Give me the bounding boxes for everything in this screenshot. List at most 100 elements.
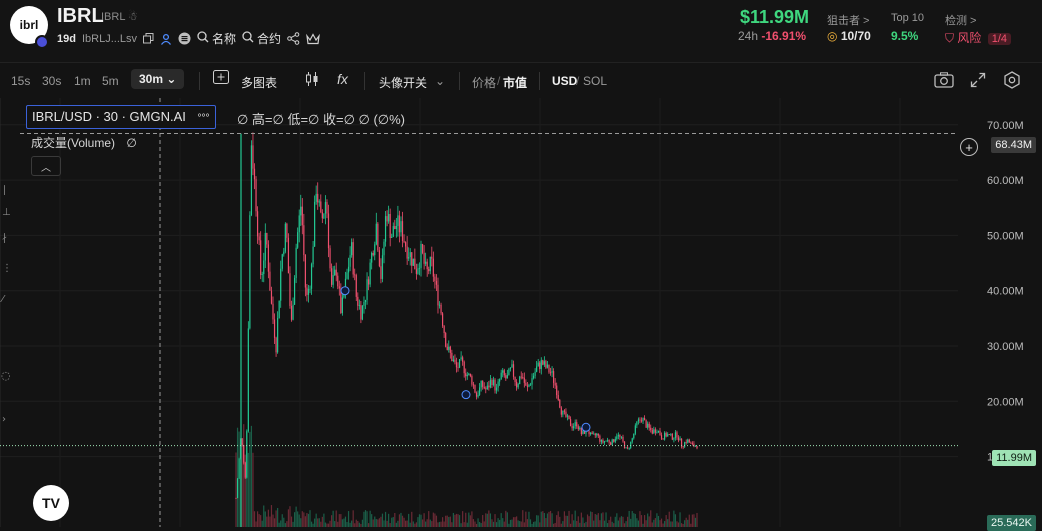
timeframe-5m[interactable]: 5m bbox=[102, 74, 119, 88]
risk-stat[interactable]: ⛉ 风险 1/4 bbox=[945, 29, 1012, 46]
share-icon[interactable] bbox=[287, 32, 300, 45]
y-tick-label: 60.00M bbox=[987, 175, 1024, 187]
price-toggle[interactable]: 价格 bbox=[472, 76, 497, 90]
name-search-button[interactable]: 名称 bbox=[197, 30, 236, 47]
candle-body bbox=[277, 318, 279, 353]
camera-icon[interactable] bbox=[934, 72, 954, 91]
volume-bar bbox=[437, 522, 439, 527]
indicators-fx-icon[interactable]: fx bbox=[337, 71, 348, 87]
snipers-value: 10/70 bbox=[840, 29, 871, 43]
candle-body bbox=[597, 433, 599, 436]
candle-body bbox=[289, 273, 291, 306]
volume-bar bbox=[488, 510, 490, 527]
candle-body bbox=[651, 430, 653, 434]
candle-body bbox=[337, 275, 339, 287]
timeframe-15s[interactable]: 15s bbox=[11, 74, 31, 88]
collapse-button[interactable]: ︿ bbox=[31, 156, 61, 176]
multi-chart-button[interactable]: 多图表 bbox=[241, 76, 278, 90]
candle-body bbox=[261, 274, 263, 275]
volume-bar bbox=[568, 510, 570, 527]
candle-body bbox=[389, 213, 391, 238]
candle-body bbox=[438, 304, 441, 306]
candle-body bbox=[696, 445, 698, 449]
snipers-link[interactable]: 狙击者 > bbox=[827, 15, 870, 27]
volume-bar bbox=[369, 510, 371, 527]
timeframe-30s[interactable]: 30s bbox=[42, 74, 62, 88]
timeframe-30m[interactable]: 30m ⌄ bbox=[131, 69, 185, 89]
volume-bar bbox=[451, 522, 453, 527]
volume-bar bbox=[383, 520, 385, 527]
volume-bar bbox=[516, 516, 518, 527]
token-address[interactable]: IbRLJ...Lsv bbox=[81, 32, 137, 45]
volume-bar bbox=[309, 510, 311, 527]
candle-body bbox=[650, 427, 652, 431]
mcap-toggle[interactable]: 市值 bbox=[503, 76, 528, 90]
list-circle-icon[interactable] bbox=[178, 32, 191, 45]
audit-link[interactable]: 检测 > bbox=[945, 15, 977, 27]
drawing-tools[interactable]: ∣ ⊥ ∤ ⋮ ⁄ ◌ › bbox=[0, 98, 12, 527]
usd-toggle[interactable]: USD bbox=[552, 74, 578, 88]
contract-search-button[interactable]: 合约 bbox=[242, 30, 281, 47]
copy-icon[interactable] bbox=[143, 33, 154, 44]
chevron-down-icon[interactable]: ⌄ bbox=[435, 74, 446, 88]
sol-toggle[interactable]: SOL bbox=[583, 74, 608, 88]
avatar-toggle-button[interactable]: 头像开关 bbox=[379, 76, 428, 90]
candle-body bbox=[429, 256, 431, 272]
candle-type-icon[interactable] bbox=[304, 71, 320, 90]
candle-body bbox=[250, 145, 253, 216]
candle-body bbox=[494, 379, 496, 391]
volume-bar bbox=[471, 511, 473, 527]
volume-bar bbox=[553, 523, 555, 527]
candle-body bbox=[372, 253, 374, 256]
volume-bar bbox=[580, 512, 582, 527]
tradingview-logo[interactable]: TV bbox=[33, 485, 69, 521]
candle-body bbox=[292, 304, 294, 320]
candle-body bbox=[483, 386, 485, 389]
candle-body bbox=[664, 432, 666, 440]
candle-body bbox=[588, 431, 590, 435]
volume-bar bbox=[573, 520, 575, 527]
candle-body bbox=[264, 232, 266, 261]
name-search-label: 名称 bbox=[212, 32, 237, 46]
candle-body bbox=[326, 202, 328, 214]
volume-bar bbox=[659, 520, 661, 527]
volume-bar bbox=[301, 511, 303, 527]
add-icon[interactable] bbox=[213, 70, 229, 87]
crown-icon[interactable] bbox=[306, 32, 320, 45]
volume-bar bbox=[569, 523, 572, 527]
volume-bar bbox=[543, 512, 545, 527]
user-icon[interactable] bbox=[160, 33, 172, 45]
candle-body bbox=[505, 375, 507, 379]
volume-bar bbox=[452, 512, 454, 527]
add-alert-icon[interactable]: + bbox=[960, 138, 978, 156]
candle-body bbox=[599, 435, 601, 442]
volume-bar bbox=[243, 424, 245, 527]
candle-body bbox=[330, 268, 333, 285]
risk-badge: 1/4 bbox=[987, 33, 1012, 45]
volume-bar bbox=[409, 522, 411, 527]
timeframe-1m[interactable]: 1m bbox=[74, 74, 91, 88]
volume-bar bbox=[360, 523, 362, 527]
volume-bar bbox=[680, 523, 683, 527]
candle-body bbox=[386, 216, 388, 222]
volume-bar bbox=[458, 515, 461, 527]
candle-body bbox=[307, 288, 310, 295]
fullscreen-icon[interactable] bbox=[970, 72, 986, 91]
volume-bar bbox=[256, 511, 259, 527]
candle-body bbox=[596, 433, 598, 436]
volume-bar bbox=[673, 510, 675, 527]
y-tick-label: 20.00M bbox=[987, 396, 1024, 408]
volume-bar bbox=[246, 451, 248, 527]
symbol-legend[interactable]: IBRL/USD · 30 · GMGN.AI °°° bbox=[26, 105, 216, 129]
volume-bar bbox=[244, 454, 246, 527]
more-dots-icon[interactable]: °°° bbox=[197, 113, 210, 124]
candle-body bbox=[406, 246, 408, 259]
volume-bar bbox=[411, 511, 413, 527]
svg-text:◌: ◌ bbox=[1, 369, 11, 382]
price-chart[interactable]: 70.00M60.00M50.00M40.00M30.00M20.00M10.0… bbox=[0, 98, 1042, 527]
settings-icon[interactable] bbox=[1003, 71, 1021, 92]
volume-bar bbox=[406, 520, 408, 527]
volume-bar bbox=[679, 512, 681, 527]
volume-bar bbox=[261, 520, 263, 527]
candle-body bbox=[492, 379, 495, 386]
